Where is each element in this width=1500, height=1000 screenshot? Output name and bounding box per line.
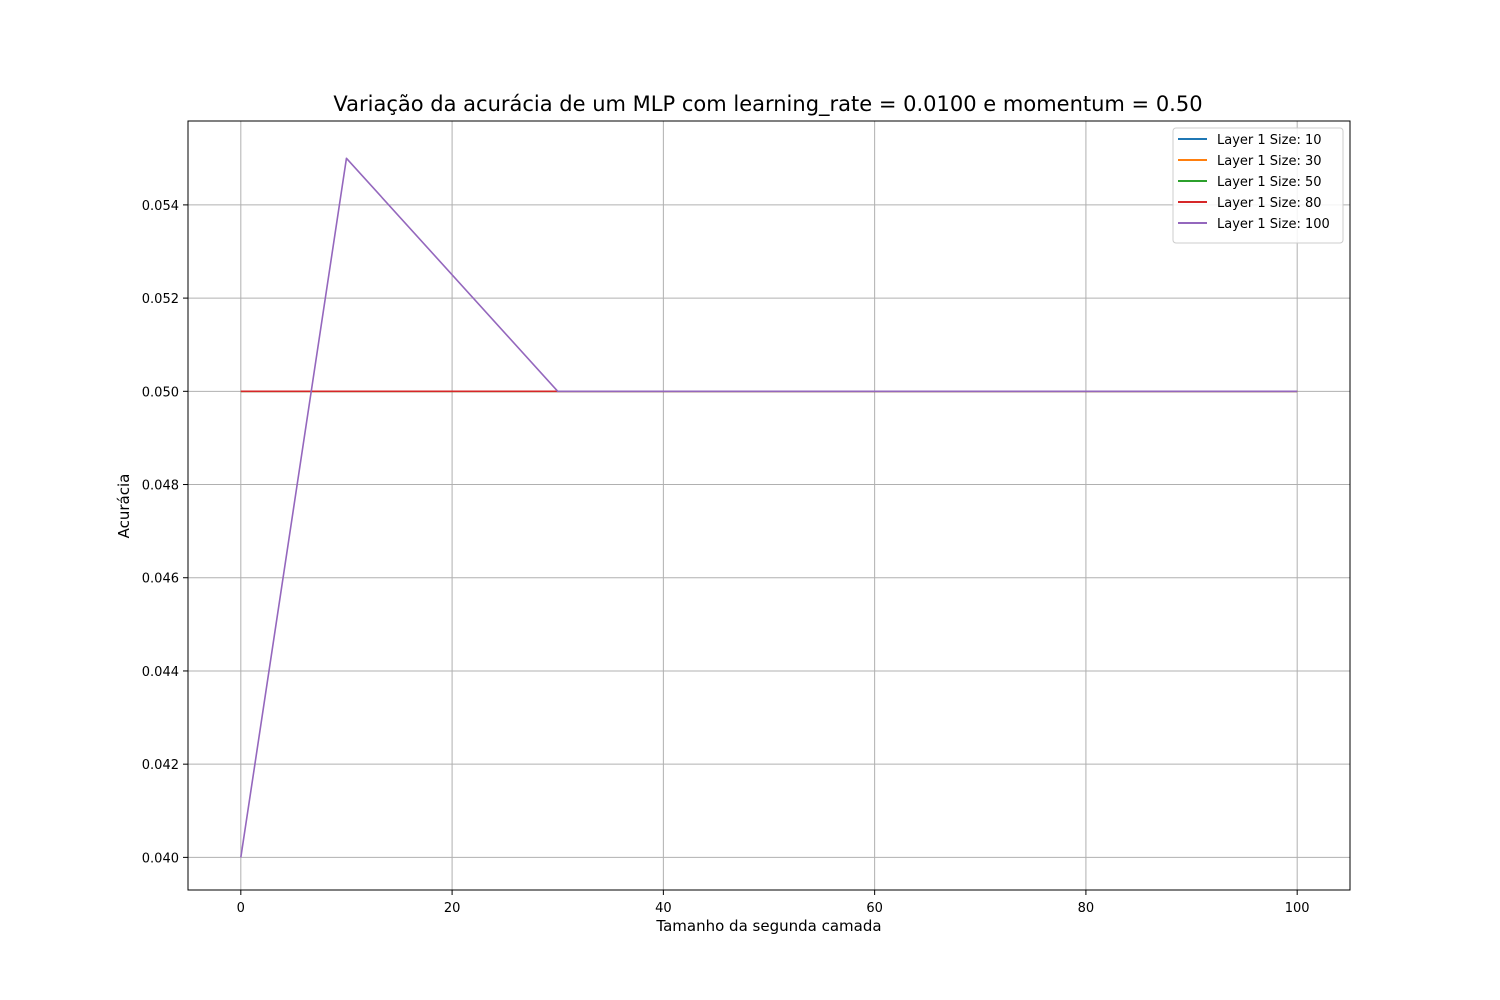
y-tick-label: 0.042 [142, 758, 179, 773]
x-tick-label: 20 [444, 901, 461, 916]
y-tick-label: 0.040 [142, 851, 179, 866]
y-axis-label: Acurácia [115, 474, 133, 539]
legend-label-4: Layer 1 Size: 80 [1217, 196, 1322, 211]
y-tick-label: 0.050 [142, 385, 179, 400]
legend-label-5: Layer 1 Size: 100 [1217, 217, 1330, 232]
legend-label-2: Layer 1 Size: 30 [1217, 154, 1322, 169]
legend: Layer 1 Size: 10 Layer 1 Size: 30 Layer 1 … [1172, 127, 1344, 244]
x-tick-label: 60 [866, 901, 883, 916]
y-tick-label: 0.054 [142, 199, 179, 214]
legend-label-1: Layer 1 Size: 10 [1217, 133, 1322, 148]
x-tick-label: 40 [655, 901, 672, 916]
legend-box [1172, 127, 1344, 244]
x-tick-label: 100 [1285, 901, 1310, 916]
series-line-5 [240, 157, 1298, 858]
legend-label-3: Layer 1 Size: 50 [1217, 175, 1322, 190]
x-axis-label: Tamanho da segunda camada [655, 917, 881, 935]
x-tick-label: 0 [237, 901, 245, 916]
series-lines [240, 157, 1298, 858]
grid-lines [188, 121, 1350, 890]
y-tick-label: 0.048 [142, 479, 179, 494]
y-tick-label: 0.052 [142, 292, 179, 307]
x-tick-label: 80 [1078, 901, 1095, 916]
plot-frame [187, 120, 1351, 891]
chart-title: Variação da acurácia de um MLP com learn… [333, 92, 1202, 117]
y-tick-label: 0.046 [142, 572, 179, 587]
axis-ticks: 0 20 40 60 80 100 0.040 0.042 0.044 0.046 0.048 0.0… [142, 199, 1310, 916]
y-tick-label: 0.044 [142, 665, 179, 680]
